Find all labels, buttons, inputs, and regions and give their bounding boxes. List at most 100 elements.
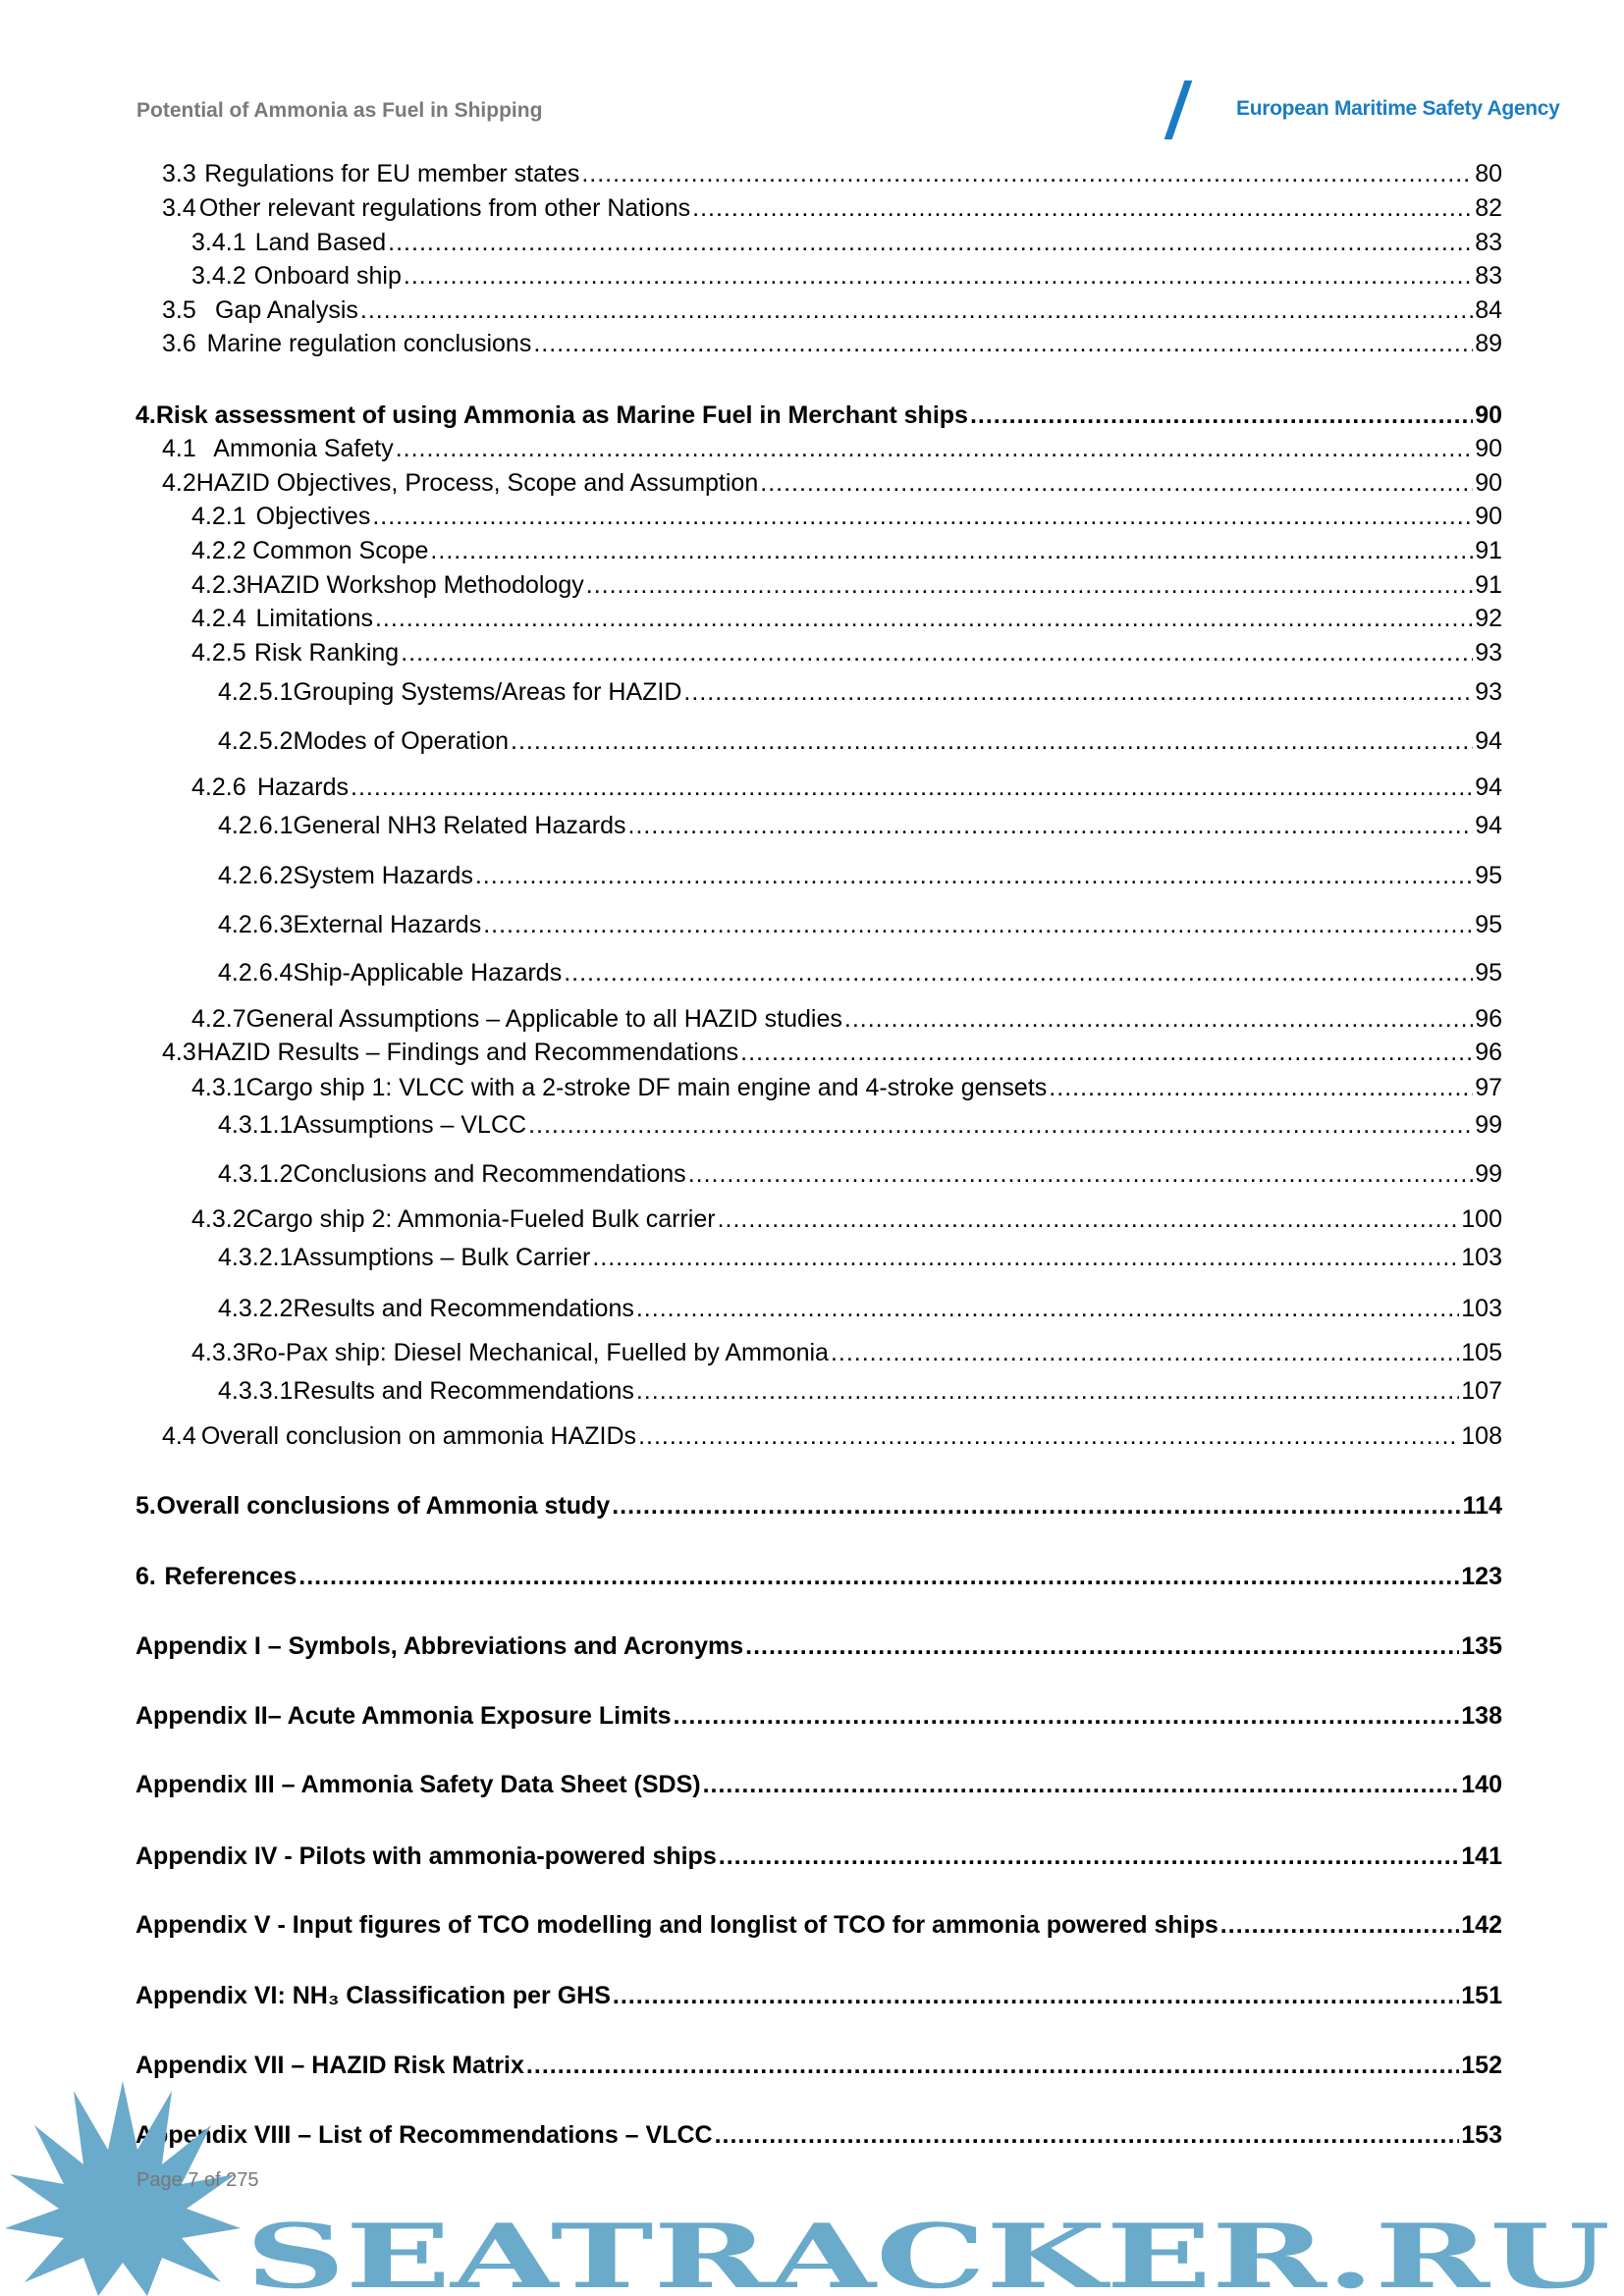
toc-entry-title[interactable]: Land Based	[254, 229, 387, 256]
toc-entry[interactable]: 4.2.7 General Assumptions – Applicable to…	[135, 1004, 1502, 1034]
toc-entry[interactable]: Appendix III – Ammonia Safety Data Sheet…	[135, 1770, 1502, 1799]
toc-entry-page[interactable]: 103	[1461, 1244, 1502, 1271]
toc-entry[interactable]: 6. References 123	[135, 1562, 1502, 1591]
toc-entry-page[interactable]: 90	[1475, 401, 1502, 429]
toc-entry-page[interactable]: 92	[1475, 605, 1502, 632]
toc-entry-title[interactable]: Cargo ship 1: VLCC with a 2-stroke DF ma…	[245, 1074, 1048, 1101]
toc-entry-page[interactable]: 90	[1475, 435, 1502, 462]
toc-entry-title[interactable]: Ammonia Safety	[213, 435, 394, 462]
toc-entry-page[interactable]: 105	[1461, 1339, 1502, 1366]
toc-entry[interactable]: 4.3.1 Cargo ship 1: VLCC with a 2-stroke …	[135, 1073, 1502, 1102]
toc-entry-page[interactable]: 103	[1461, 1295, 1502, 1322]
toc-entry[interactable]: 4.2 HAZID Objectives, Process, Scope and …	[135, 468, 1502, 498]
toc-entry-title[interactable]: Marine regulation conclusions	[206, 330, 532, 357]
toc-entry[interactable]: Appendix VII – HAZID Risk Matrix 152	[135, 2051, 1502, 2080]
toc-entry-title[interactable]: Modes of Operation	[293, 727, 510, 755]
toc-entry-page[interactable]: 82	[1475, 194, 1502, 222]
toc-entry[interactable]: Appendix VI: NH₃ Classification per GHS 1…	[135, 1981, 1502, 2010]
toc-entry-title[interactable]: Hazards	[256, 774, 350, 801]
toc-entry-page[interactable]: 94	[1475, 774, 1502, 801]
toc-entry-title[interactable]: Limitations	[255, 605, 373, 632]
toc-entry-title[interactable]: Onboard ship	[253, 262, 402, 290]
toc-entry-page[interactable]: 138	[1461, 1702, 1502, 1730]
toc-entry-title[interactable]: Appendix VII – HAZID Risk Matrix	[135, 2052, 524, 2079]
toc-entry-title[interactable]: Results and Recommendations	[293, 1295, 634, 1322]
toc-entry-title[interactable]: Other relevant regulations from other Na…	[198, 194, 691, 222]
toc-entry-page[interactable]: 108	[1461, 1422, 1502, 1450]
toc-entry[interactable]: 5.Overall conclusions of Ammonia study 11…	[135, 1491, 1502, 1521]
toc-entry-title[interactable]: Gap Analysis	[214, 296, 358, 324]
toc-entry-title[interactable]: Appendix IV - Pilots with ammonia-powere…	[135, 1842, 717, 1870]
toc-entry-page[interactable]: 135	[1461, 1632, 1502, 1660]
toc-entry-page[interactable]: 95	[1475, 862, 1502, 889]
toc-entry[interactable]: 4.2.6 Hazards 94	[135, 773, 1502, 802]
toc-entry-page[interactable]: 140	[1461, 1771, 1502, 1798]
toc-entry[interactable]: Appendix IV - Pilots with ammonia-powere…	[135, 1842, 1502, 1871]
toc-entry-title[interactable]: Results and Recommendations	[293, 1377, 634, 1405]
toc-entry-title[interactable]: References	[164, 1563, 298, 1590]
toc-entry[interactable]: 4.3.3 Ro-Pax ship: Diesel Mechanical, Fue…	[135, 1338, 1502, 1367]
toc-entry[interactable]: 3.5 Gap Analysis 84	[135, 295, 1502, 325]
toc-entry-page[interactable]: 152	[1461, 2052, 1502, 2079]
toc-entry[interactable]: 4. Risk assessment of using Ammonia as Ma…	[135, 400, 1502, 430]
toc-entry-title[interactable]: Appendix V - Input figures of TCO modell…	[135, 1911, 1218, 1939]
toc-entry-title[interactable]: Risk Ranking	[253, 639, 400, 667]
toc-entry-title[interactable]: Appendix I – Symbols, Abbreviations and …	[135, 1632, 744, 1660]
toc-entry-title[interactable]: Objectives	[255, 503, 371, 530]
toc-entry[interactable]: 3.4.1 Land Based 83	[135, 228, 1502, 257]
toc-entry-page[interactable]: 123	[1461, 1563, 1502, 1590]
toc-entry[interactable]: Appendix II– Acute Ammonia Exposure Limi…	[135, 1701, 1502, 1731]
toc-entry-page[interactable]: 95	[1475, 959, 1502, 987]
toc-entry-page[interactable]: 84	[1475, 296, 1502, 324]
toc-entry[interactable]: Appendix VIII – List of Recommendations …	[135, 2120, 1502, 2150]
toc-entry-title[interactable]: Appendix III – Ammonia Safety Data Sheet…	[135, 1771, 701, 1798]
toc-entry-page[interactable]: 80	[1475, 160, 1502, 187]
toc-entry-page[interactable]: 99	[1475, 1160, 1502, 1188]
toc-entry[interactable]: Appendix V - Input figures of TCO modell…	[135, 1910, 1502, 1940]
toc-entry[interactable]: 4.2.1 Objectives 90	[135, 502, 1502, 531]
toc-entry-page[interactable]: 95	[1475, 911, 1502, 938]
toc-entry[interactable]: 3.3 Regulations for EU member states 80	[135, 159, 1502, 188]
toc-entry-title[interactable]: Ship-Applicable Hazards	[293, 959, 563, 987]
toc-entry-title[interactable]: Ro-Pax ship: Diesel Mechanical, Fuelled …	[245, 1339, 829, 1366]
toc-entry-page[interactable]: 114	[1462, 1492, 1502, 1520]
toc-entry-page[interactable]: 93	[1475, 678, 1502, 706]
toc-entry-page[interactable]: 90	[1475, 503, 1502, 530]
toc-entry-page[interactable]: 83	[1475, 229, 1502, 256]
toc-entry[interactable]: 3.4 Other relevant regulations from other…	[135, 193, 1502, 223]
toc-entry-page[interactable]: 99	[1475, 1111, 1502, 1139]
toc-entry-page[interactable]: 97	[1475, 1074, 1502, 1101]
toc-entry[interactable]: 4.2.4 Limitations 92	[135, 604, 1502, 633]
toc-entry-title[interactable]: System Hazards	[293, 862, 473, 889]
toc-entry-title[interactable]: Common Scope	[252, 537, 429, 564]
toc-entry-page[interactable]: 91	[1475, 537, 1502, 564]
toc-entry-page[interactable]: 141	[1461, 1842, 1502, 1870]
toc-entry[interactable]: 4.3 HAZID Results – Findings and Recommen…	[135, 1038, 1502, 1067]
toc-entry-page[interactable]: 107	[1461, 1377, 1502, 1405]
toc-entry-page[interactable]: 91	[1475, 571, 1502, 599]
toc-entry-title[interactable]: General NH3 Related Hazards	[293, 812, 626, 839]
toc-entry-title[interactable]: Assumptions – VLCC	[293, 1111, 527, 1139]
toc-entry-title[interactable]: General Assumptions – Applicable to all …	[245, 1005, 842, 1033]
toc-entry-page[interactable]: 90	[1475, 469, 1502, 497]
toc-entry-title[interactable]: External Hazards	[293, 911, 482, 938]
toc-entry-title[interactable]: Overall conclusions of Ammonia study	[156, 1492, 611, 1520]
toc-entry-page[interactable]: 94	[1475, 812, 1502, 839]
toc-entry-title[interactable]: Overall conclusion on ammonia HAZIDs	[200, 1422, 637, 1450]
toc-entry-page[interactable]: 151	[1461, 1982, 1502, 2009]
